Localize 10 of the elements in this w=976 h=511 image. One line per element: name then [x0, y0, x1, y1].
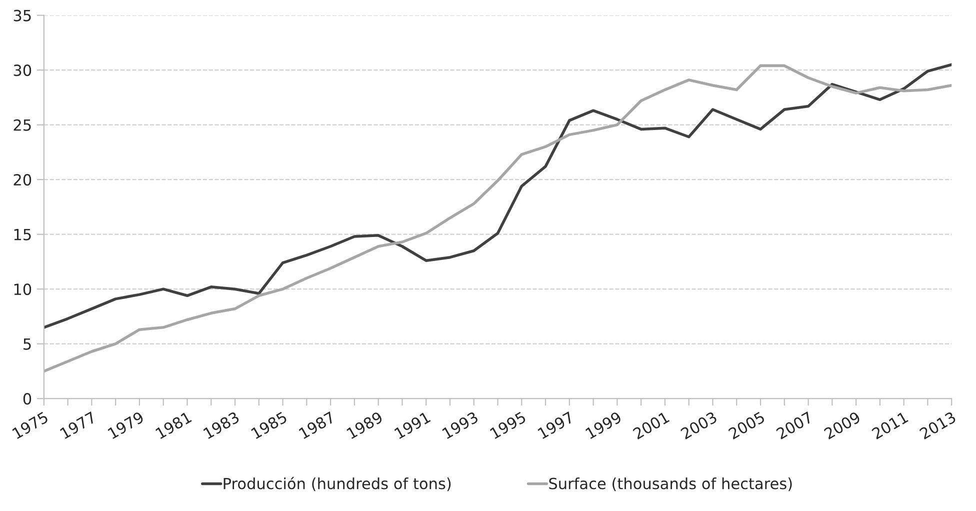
y-tick-label: 15 [14, 228, 31, 240]
y-tick-label: 10 [14, 284, 32, 296]
y-tick-label: 20 [14, 174, 32, 186]
legend-label: Producción (hundreds of tons) [224, 476, 451, 492]
legend-label: Surface (thousands of hectares) [549, 477, 792, 492]
y-tick-label: 30 [14, 64, 32, 76]
y-tick-label: 0 [23, 393, 32, 405]
y-tick-label: 35 [14, 10, 31, 22]
y-tick-label: 25 [14, 119, 31, 131]
y-tick-label: 5 [24, 338, 31, 350]
